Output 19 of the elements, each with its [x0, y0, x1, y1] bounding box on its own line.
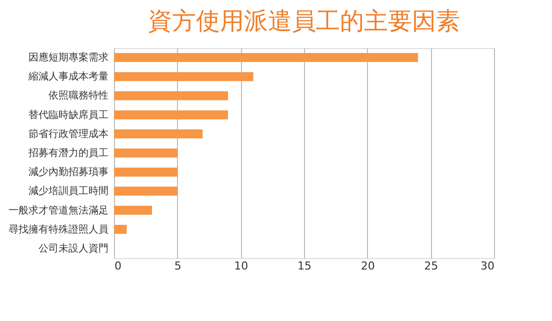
y-tick-label: 因應短期專案需求: [28, 52, 108, 64]
y-tick-label: 節省行政管理成本: [28, 128, 108, 140]
x-tick-label: 15: [298, 260, 312, 272]
y-tick-label: 依照職務特性: [48, 90, 108, 102]
x-tick-label: 20: [360, 260, 375, 272]
x-tick-label: 5: [174, 260, 182, 272]
y-tick-label: 減少培訓員工時間: [28, 185, 108, 198]
x-tick-label: 0: [114, 260, 122, 272]
x-tick-label: 30: [480, 260, 494, 272]
chart-title: 資方使用派遣員工的主要因素: [148, 7, 460, 35]
y-tick-label: 尋找擁有特殊證照人員: [8, 223, 108, 236]
x-tick-label: 10: [234, 260, 248, 272]
y-tick-label: 公司未設人資門: [38, 242, 108, 254]
y-tick-label: 減少內勤招募瑣事: [28, 166, 108, 178]
y-tick-label: 替代臨時缺席員工: [28, 108, 108, 121]
y-tick-label: 招募有潛力的員工: [28, 147, 108, 159]
y-tick-label: 縮減人事成本考量: [28, 70, 108, 83]
x-tick-label: 25: [424, 260, 438, 272]
y-tick-label: 一般求才管道無法滿足: [8, 204, 108, 216]
